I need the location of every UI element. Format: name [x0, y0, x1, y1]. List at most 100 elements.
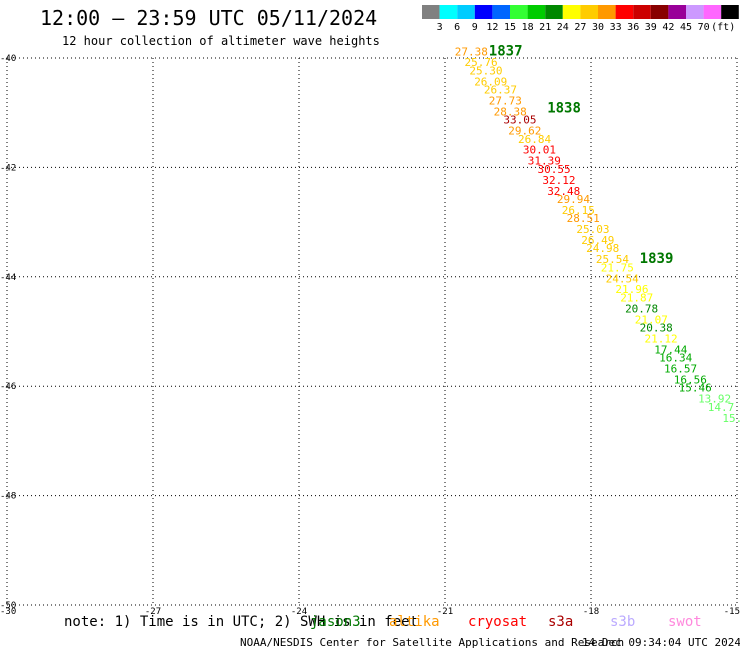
y-tick-label: -42 — [0, 163, 16, 173]
scale-swatch — [650, 5, 669, 19]
x-tick-label: -15 — [724, 607, 740, 617]
scale-swatch — [633, 5, 651, 19]
wave-height-value: 21.87 — [620, 291, 653, 304]
scale-swatch — [439, 5, 458, 19]
wave-height-value: 28.51 — [567, 212, 600, 225]
wave-height-value: 25.76 — [464, 56, 497, 69]
footer-note: note: 1) Time is in UTC; 2) SWH is in fe… — [64, 614, 418, 630]
wave-height-value: 13.92 — [698, 393, 731, 406]
satellite-name: swot — [668, 614, 702, 630]
wave-height-value: 25.03 — [576, 223, 609, 236]
scale-label: 33 — [610, 22, 622, 33]
scale-swatch — [703, 5, 722, 19]
scale-swatch — [721, 5, 739, 19]
scale-label: 6 — [454, 22, 460, 33]
wave-height-value: 20.38 — [640, 322, 673, 335]
wave-height-value: 31.39 — [528, 155, 561, 168]
chart-subtitle: 12 hour collection of altimeter wave hei… — [62, 34, 380, 48]
scale-label: 36 — [627, 22, 639, 33]
scale-swatch — [510, 5, 528, 19]
y-tick-label: -48 — [0, 492, 16, 502]
wave-height-value: 29.94 — [557, 193, 590, 206]
satellite-name: jason3 — [310, 614, 361, 630]
wave-height-value: 24.98 — [586, 242, 619, 255]
scale-swatch — [527, 5, 546, 19]
scale-swatch — [545, 5, 563, 19]
wave-height-value: 25.54 — [596, 253, 629, 266]
scale-swatch — [457, 5, 475, 19]
scale-label: 39 — [645, 22, 657, 33]
wave-height-value: 32.48 — [547, 185, 580, 198]
satellite-legend: jason3 altika cryosat s3a s3b swot — [310, 614, 702, 630]
x-tick-label: -27 — [145, 607, 161, 617]
wave-height-points: 27.3825.7625.3026.0926.3727.7328.3833.05… — [455, 45, 740, 424]
scale-swatch — [598, 5, 616, 19]
y-tick-label: -40 — [0, 54, 16, 64]
wave-height-value: 20.78 — [625, 302, 658, 315]
satellite-name: cryosat — [468, 614, 527, 630]
wave-height-value: 28.38 — [494, 105, 527, 118]
scale-label: 21 — [539, 22, 551, 33]
pass-time-label: 1839 — [640, 251, 674, 267]
x-tick-label: -18 — [583, 607, 599, 617]
wave-height-value: 26.84 — [518, 133, 551, 146]
wave-height-value: 30.55 — [537, 163, 570, 176]
wave-height-value: 32.12 — [542, 174, 575, 187]
wave-height-value: 14.7 — [708, 401, 735, 414]
scale-label: 9 — [472, 22, 478, 33]
scale-label: 12 — [486, 22, 498, 33]
wave-height-value: 24.54 — [606, 272, 639, 285]
satellite-name: s3b — [610, 614, 635, 630]
wave-height-value: 26.37 — [484, 84, 517, 97]
wave-height-value: 16.57 — [664, 363, 697, 376]
footer-credit: NOAA/NESDIS Center for Satellite Applica… — [240, 636, 624, 649]
scale-swatch — [562, 5, 581, 19]
color-scale-legend: 3 6 9 12 15 18 21 24 27 30 33 36 39 42 45 70 (ft) — [422, 5, 739, 33]
scale-unit: (ft) — [711, 22, 735, 33]
scale-label: 70 — [698, 22, 710, 33]
scale-swatch — [492, 5, 510, 19]
scale-label: 27 — [574, 22, 586, 33]
scale-swatch — [668, 5, 686, 19]
wave-height-value: 30.01 — [523, 144, 556, 157]
pass-time-label: 1837 — [489, 43, 523, 59]
wave-height-value: 25.30 — [469, 64, 502, 77]
scale-swatch — [686, 5, 704, 19]
y-tick-label: -50 — [0, 601, 16, 611]
wave-height-value: 21.12 — [645, 332, 678, 345]
x-tick-label: -24 — [291, 607, 307, 617]
scale-label: 45 — [680, 22, 692, 33]
wave-height-value: 26.15 — [562, 204, 595, 217]
wave-height-value: 33.05 — [503, 114, 536, 127]
wave-height-value: 15. — [722, 412, 740, 425]
wave-height-value: 29.62 — [508, 125, 541, 138]
scale-label: 42 — [662, 22, 674, 33]
scale-swatch — [615, 5, 634, 19]
wave-height-value: 26.09 — [474, 75, 507, 88]
scale-label: 15 — [504, 22, 516, 33]
wave-height-value: 16.34 — [659, 352, 692, 365]
wave-height-value: 26.49 — [581, 234, 614, 247]
pass-time-label: 1838 — [547, 101, 581, 117]
footer-timestamp: 14 Dec 09:34:04 UTC 2024 — [582, 636, 740, 649]
y-tick-label: -46 — [0, 382, 16, 392]
x-tick-label: -30 — [0, 607, 16, 617]
pass-time-labels: 1837 1838 1839 — [489, 43, 674, 267]
axis-tick-labels: -30 -27 -24 -21 -18 -15 -40 -42 -44 -46 -48 -50 — [0, 54, 740, 617]
wave-height-value: 17.44 — [654, 343, 687, 356]
wave-height-value: 15.46 — [679, 382, 712, 395]
scale-swatch — [474, 5, 493, 19]
wave-height-value: 21.07 — [635, 313, 668, 326]
x-tick-label: -21 — [437, 607, 453, 617]
scale-swatch — [422, 5, 440, 19]
map-grid — [6, 57, 738, 606]
scale-swatch — [580, 5, 598, 19]
wave-height-value: 21.96 — [615, 283, 648, 296]
chart-title: 12:00 – 23:59 UTC 05/11/2024 — [40, 6, 378, 30]
scale-label: 3 — [437, 22, 443, 33]
wave-height-value: 21.75 — [601, 261, 634, 274]
satellite-name: altika — [389, 614, 440, 630]
scale-label: 24 — [557, 22, 569, 33]
wave-height-value: 27.38 — [455, 45, 488, 58]
scale-label: 30 — [592, 22, 604, 33]
